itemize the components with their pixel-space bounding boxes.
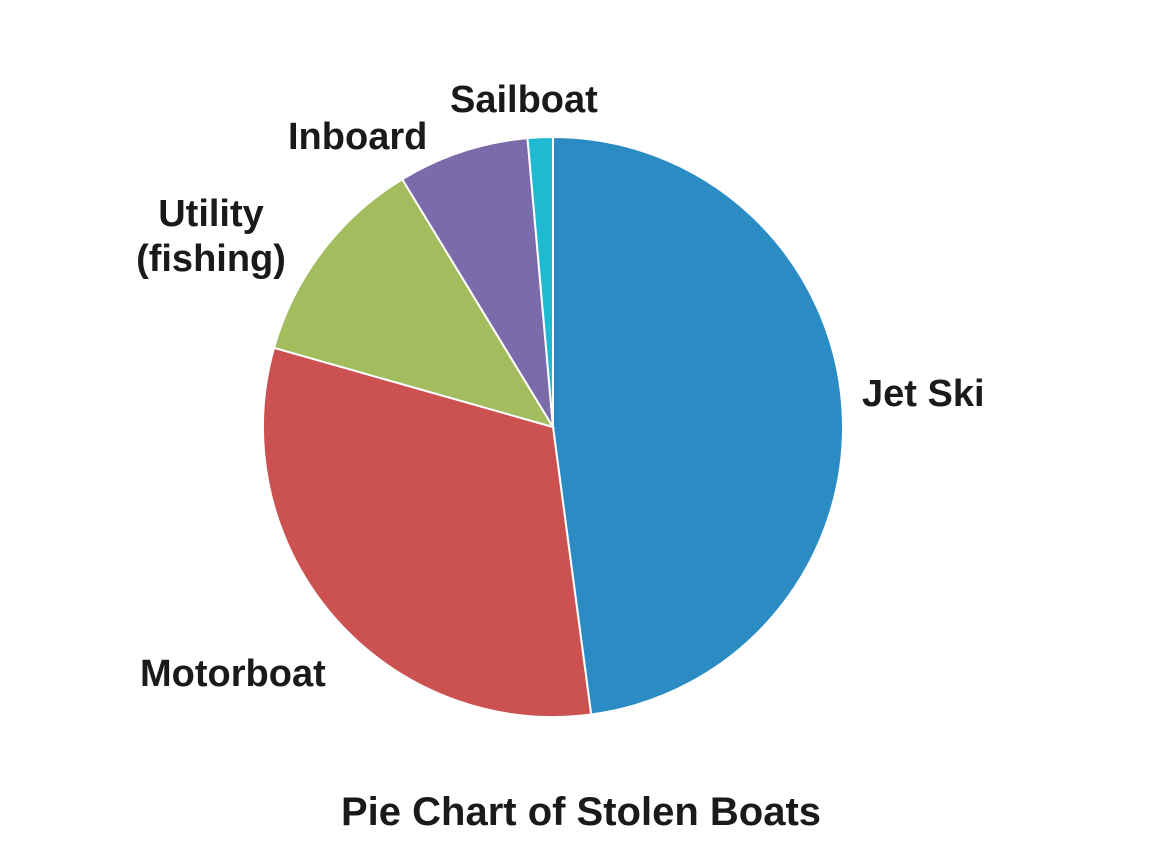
- pie-slice-inboard: [400, 137, 554, 428]
- pie-slice-sailboat: [526, 135, 554, 428]
- chart-title: Pie Chart of Stolen Boats: [340, 790, 822, 834]
- pie-slice-motorboat: [262, 346, 593, 718]
- slice-label-utility-fishing: Utility (fishing): [136, 193, 286, 280]
- slice-label-sailboat: Sailboat: [450, 79, 598, 121]
- slice-label-inboard: Inboard: [288, 116, 428, 158]
- pie-slice-jet-ski: [552, 135, 844, 716]
- slice-label-motorboat: Motorboat: [140, 653, 326, 695]
- pie-slice-utility-fishing: [272, 177, 556, 429]
- slice-label-jet-ski: Jet Ski: [862, 373, 985, 415]
